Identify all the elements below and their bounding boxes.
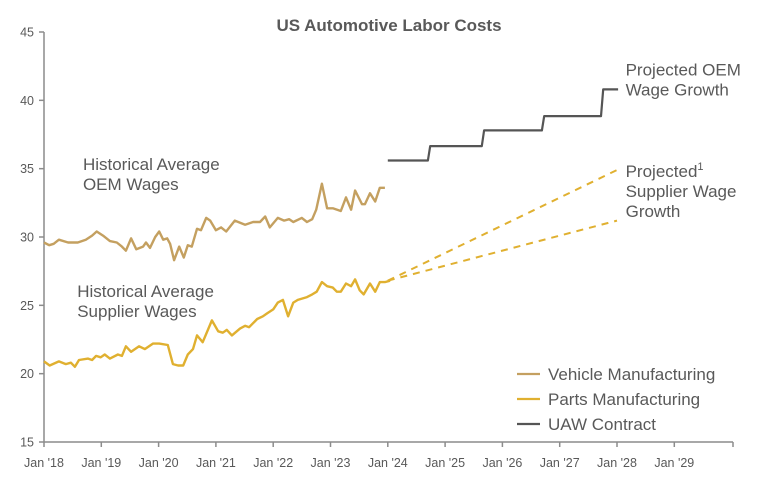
x-tick-label: Jan '26	[482, 456, 522, 470]
x-tick-label: Jan '20	[139, 456, 179, 470]
legend-item: UAW Contract	[517, 415, 656, 434]
x-tick-label: Jan '28	[597, 456, 637, 470]
projected-supplier-wage-growth-low-line	[387, 219, 618, 282]
chart-title: US Automotive Labor Costs	[276, 16, 501, 35]
annotation-line: Historical Average	[77, 282, 214, 301]
legend-label: Vehicle Manufacturing	[548, 365, 715, 384]
x-tick-label: Jan '25	[425, 456, 465, 470]
legend: Vehicle Manufacturing Parts Manufacturing…	[517, 365, 715, 434]
uaw-contract-line	[387, 88, 619, 162]
x-tick-label: Jan '29	[654, 456, 694, 470]
annotation-line: Wage Growth	[626, 81, 729, 100]
x-tick-label: Jan '22	[253, 456, 293, 470]
y-tick-label: 30	[20, 231, 34, 245]
projected-supplier-wage-growth-high-line	[387, 169, 618, 282]
annotation-line: Supplier Wage	[626, 182, 737, 201]
x-tick-label: Jan '27	[540, 456, 580, 470]
axes: 15 20 25 30 35 40 45 Jan '18 Jan '19 Jan '20 Jan '…	[20, 26, 734, 470]
annotation-line: Supplier Wages	[77, 302, 196, 321]
y-tick-label: 15	[20, 436, 34, 450]
x-tick-label: Jan '19	[81, 456, 121, 470]
y-tick-label: 40	[20, 94, 34, 108]
x-tick-label: Jan '24	[368, 456, 408, 470]
annotation-line: Projected1	[626, 161, 704, 181]
annotation-line: OEM Wages	[83, 175, 179, 194]
annotation-line: Growth	[626, 202, 681, 221]
vehicle-manufacturing-line	[43, 182, 385, 262]
annotation-line: Projected OEM	[626, 61, 741, 80]
x-tick-label: Jan '23	[311, 456, 351, 470]
x-tick-label: Jan '21	[196, 456, 236, 470]
y-tick-label: 20	[20, 367, 34, 381]
x-tick-label: Jan '18	[24, 456, 64, 470]
y-tick-label: 45	[20, 26, 34, 40]
y-tick-label: 25	[20, 299, 34, 313]
legend-label: Parts Manufacturing	[548, 390, 700, 409]
legend-item: Vehicle Manufacturing	[517, 365, 715, 384]
y-tick-label: 35	[20, 162, 34, 176]
series-layer	[43, 88, 619, 368]
annotation-line: Historical Average	[83, 155, 220, 174]
legend-item: Parts Manufacturing	[517, 390, 700, 409]
parts-manufacturing-line	[43, 278, 391, 368]
footnote-superscript: 1	[697, 161, 703, 173]
legend-label: UAW Contract	[548, 415, 656, 434]
